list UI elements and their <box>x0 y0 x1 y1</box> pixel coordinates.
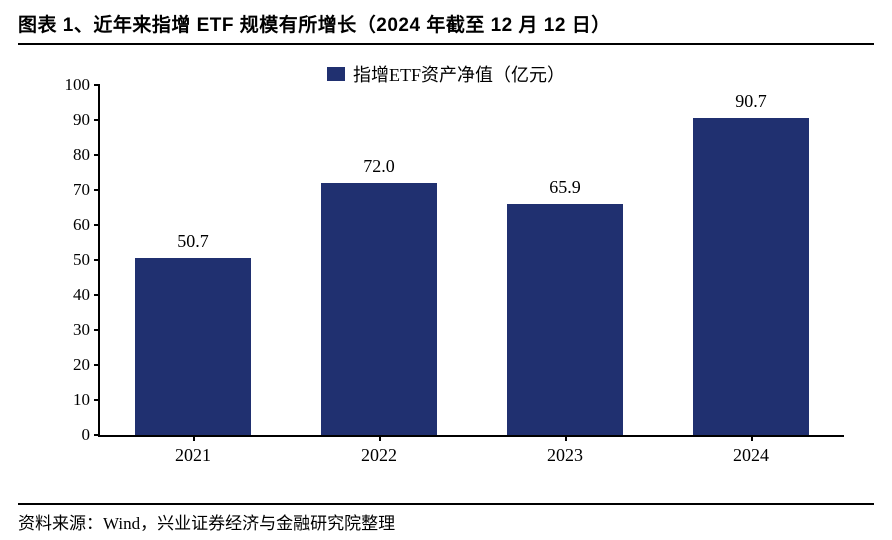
x-axis-tick <box>751 435 753 441</box>
y-axis-tick <box>94 119 100 121</box>
y-axis-tick <box>94 294 100 296</box>
legend: 指增ETF资产净值（亿元） <box>327 61 565 87</box>
bar: 50.7 <box>135 258 250 435</box>
source-text: 资料来源：Wind，兴业证券经济与金融研究院整理 <box>18 514 395 533</box>
source-row: 资料来源：Wind，兴业证券经济与金融研究院整理 <box>18 503 874 534</box>
legend-swatch <box>327 67 345 81</box>
x-axis-tick <box>193 435 195 441</box>
bar-cell: 65.92023 <box>472 85 658 435</box>
y-axis-tick <box>94 154 100 156</box>
bar: 72.0 <box>321 183 436 435</box>
y-axis-tick <box>94 84 100 86</box>
legend-label: 指增ETF资产净值（亿元） <box>353 61 565 87</box>
y-axis-tick <box>94 189 100 191</box>
bar: 90.7 <box>693 118 808 435</box>
figure-container: 图表 1、近年来指增 ETF 规模有所增长（2024 年截至 12 月 12 日… <box>0 0 892 540</box>
plot-region: 50.7202172.0202265.9202390.72024 0102030… <box>98 85 844 437</box>
y-axis-tick <box>94 329 100 331</box>
y-axis-tick <box>94 364 100 366</box>
bar-value-label: 50.7 <box>177 231 209 258</box>
x-axis-tick <box>379 435 381 441</box>
bar-cell: 50.72021 <box>100 85 286 435</box>
bar: 65.9 <box>507 204 622 435</box>
bar-value-label: 72.0 <box>363 156 395 183</box>
chart-area: 指增ETF资产净值（亿元） 50.7202172.0202265.9202390… <box>18 55 874 497</box>
bar-cell: 90.72024 <box>658 85 844 435</box>
bars-container: 50.7202172.0202265.9202390.72024 <box>100 85 844 435</box>
x-axis-tick <box>565 435 567 441</box>
y-axis-tick <box>94 224 100 226</box>
figure-title: 图表 1、近年来指增 ETF 规模有所增长（2024 年截至 12 月 12 日… <box>18 15 611 36</box>
figure-title-row: 图表 1、近年来指增 ETF 规模有所增长（2024 年截至 12 月 12 日… <box>18 10 874 45</box>
y-axis-tick <box>94 434 100 436</box>
bar-value-label: 65.9 <box>549 177 581 204</box>
bar-value-label: 90.7 <box>735 91 767 118</box>
y-axis-tick <box>94 259 100 261</box>
bar-cell: 72.02022 <box>286 85 472 435</box>
y-axis-tick <box>94 399 100 401</box>
